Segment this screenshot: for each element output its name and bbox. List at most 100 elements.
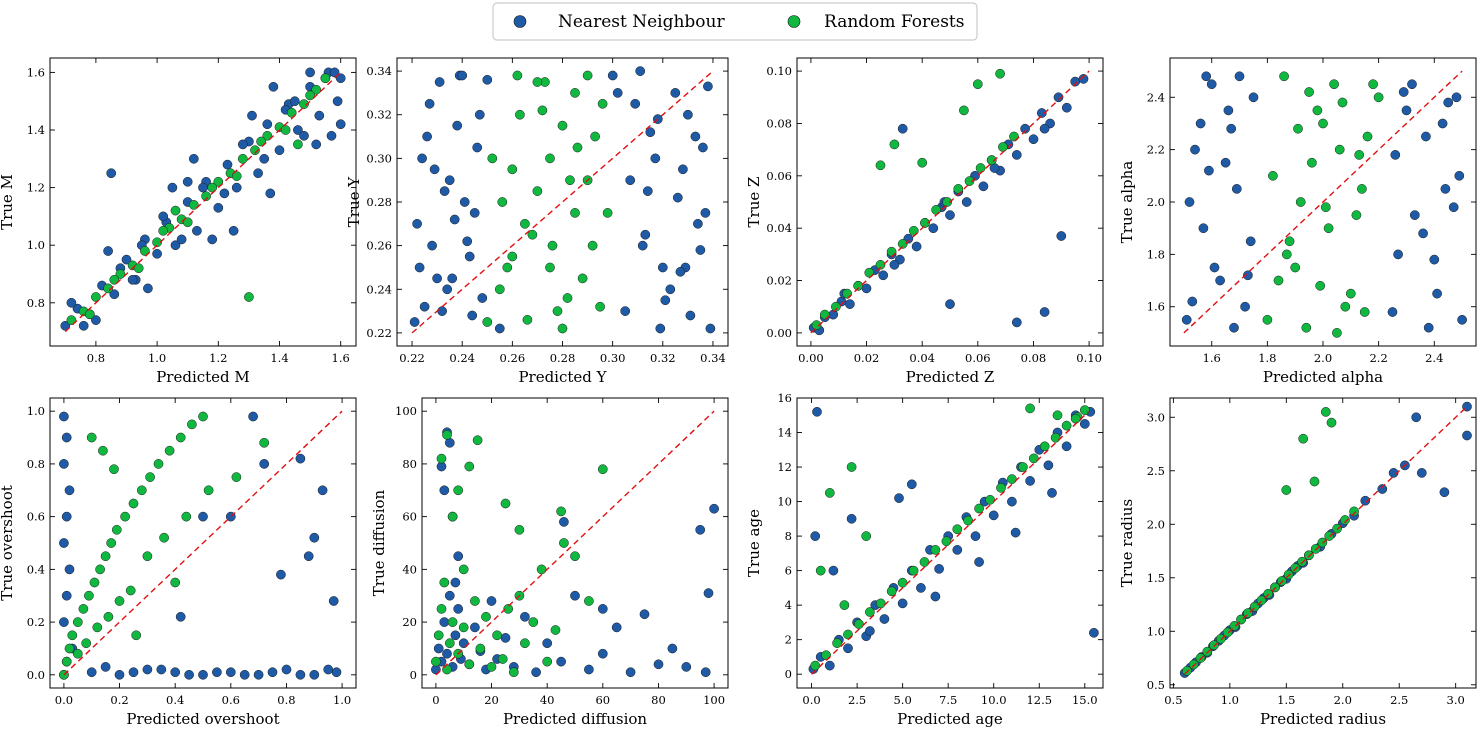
y-axis-label: True M — [0, 174, 16, 230]
point-random-forests — [1320, 202, 1331, 213]
x-tick-label: 0.10 — [1076, 351, 1102, 365]
point-nearest-neighbour — [231, 182, 242, 193]
point-nearest-neighbour — [637, 240, 648, 251]
point-nearest-neighbour — [705, 323, 716, 334]
point-nearest-neighbour — [700, 208, 711, 218]
point-nearest-neighbour — [192, 225, 202, 236]
x-tick-label: 0.08 — [1021, 351, 1047, 365]
point-nearest-neighbour — [1089, 627, 1099, 638]
series-random-forests-age — [810, 403, 1090, 671]
y-tick-label: 12 — [777, 460, 792, 474]
point-nearest-neighbour — [670, 88, 681, 98]
point-nearest-neighbour — [1039, 307, 1050, 317]
point-random-forests — [1195, 653, 1206, 663]
x-tick-label: 1.0 — [1221, 693, 1239, 707]
y-axis-label: True Z — [745, 177, 763, 228]
x-tick-label: 2.5 — [1390, 693, 1408, 707]
y-tick-label: 14 — [777, 426, 792, 440]
point-nearest-neighbour — [952, 545, 963, 555]
point-random-forests — [464, 461, 475, 472]
x-tick-label: 0.22 — [399, 351, 425, 365]
point-nearest-neighbour — [127, 274, 138, 285]
point-random-forests — [963, 515, 974, 526]
y-tick-label: 0.22 — [366, 326, 392, 340]
point-random-forests — [1324, 531, 1335, 541]
point-random-forests — [1295, 197, 1306, 207]
y-tick-label: 0.2 — [27, 615, 45, 629]
point-random-forests — [520, 218, 530, 229]
x-tick-label: 0.6 — [222, 693, 240, 707]
x-tick-label: 1.4 — [270, 351, 288, 365]
point-random-forests — [1279, 71, 1289, 82]
y-tick-label: 0.02 — [766, 274, 792, 288]
point-nearest-neighbour — [61, 511, 72, 522]
x-tick-label: 80 — [651, 693, 666, 707]
point-nearest-neighbour — [597, 604, 608, 614]
point-nearest-neighbour — [642, 186, 653, 196]
y-tick-label: 40 — [402, 562, 417, 576]
point-random-forests — [507, 251, 518, 262]
point-nearest-neighbour — [467, 310, 478, 321]
y-tick-label: 2.2 — [1147, 143, 1165, 157]
point-random-forests — [1329, 79, 1339, 90]
identity-line — [64, 71, 342, 333]
point-random-forests — [557, 120, 568, 131]
y-axis-label: True radius — [1118, 499, 1136, 587]
point-random-forests — [515, 109, 525, 120]
point-random-forests — [500, 498, 511, 509]
legend-marker-nearest-neighbour — [513, 15, 527, 28]
point-nearest-neighbour — [1025, 476, 1035, 486]
point-nearest-neighbour — [709, 503, 719, 514]
y-tick-label: 10 — [777, 495, 792, 509]
point-random-forests — [187, 419, 197, 430]
point-random-forests — [458, 564, 469, 575]
point-random-forests — [458, 622, 469, 633]
point-random-forests — [1357, 184, 1367, 194]
y-tick-label: 2.4 — [1147, 90, 1165, 104]
point-random-forests — [985, 494, 995, 505]
point-nearest-neighbour — [1053, 92, 1064, 103]
x-tick-label: 10.0 — [981, 693, 1007, 707]
x-tick-label: 15.0 — [1072, 693, 1098, 707]
point-random-forests — [853, 280, 864, 291]
point-random-forests — [1323, 223, 1334, 234]
y-tick-label: 80 — [402, 457, 417, 471]
point-nearest-neighbour — [103, 246, 113, 256]
point-nearest-neighbour — [262, 119, 273, 130]
point-random-forests — [492, 630, 502, 641]
point-nearest-neighbour — [61, 590, 72, 601]
axes-frame — [49, 397, 357, 689]
point-nearest-neighbour — [607, 70, 618, 81]
x-axis-label: Predicted overshoot — [126, 710, 279, 728]
point-random-forests — [839, 600, 850, 610]
point-nearest-neighbour — [59, 617, 69, 627]
point-random-forests — [1070, 413, 1081, 424]
x-axis-label: Predicted age — [897, 710, 1003, 728]
y-tick-label: 1.6 — [1147, 300, 1165, 314]
y-tick-label: 0 — [410, 668, 417, 682]
point-nearest-neighbour — [1010, 527, 1021, 538]
point-nearest-neighbour — [281, 664, 292, 675]
point-nearest-neighbour — [176, 234, 187, 245]
identity-line — [1184, 406, 1468, 675]
point-nearest-neighbour — [276, 569, 286, 580]
x-axis-label: Predicted Y — [518, 368, 607, 386]
point-nearest-neighbour — [1377, 484, 1388, 494]
point-nearest-neighbour — [472, 142, 483, 153]
point-random-forests — [1340, 301, 1351, 312]
legend: Nearest Neighbour Random Forests — [492, 2, 978, 41]
point-random-forests — [1320, 407, 1331, 417]
scatter-panel-age: 0.0 2.5 5.0 7.5 10.0 12.5 15.0 0 2 4 6 8 10 12 14 16 Pre… — [745, 391, 1104, 728]
point-nearest-neighbour — [114, 669, 125, 680]
point-random-forests — [203, 485, 214, 496]
panels: 0.8 1.0 1.2 1.4 1.6 0.8 1.0 1.2 1.4 1.6 Predicted … — [0, 57, 1477, 728]
point-nearest-neighbour — [934, 564, 944, 574]
point-nearest-neighbour — [1401, 105, 1412, 116]
legend-frame — [492, 2, 978, 41]
point-random-forests — [262, 130, 273, 141]
point-nearest-neighbour — [1195, 118, 1206, 129]
point-random-forests — [1304, 550, 1314, 561]
x-tick-label: 3.0 — [1447, 693, 1465, 707]
point-random-forests — [889, 139, 900, 150]
